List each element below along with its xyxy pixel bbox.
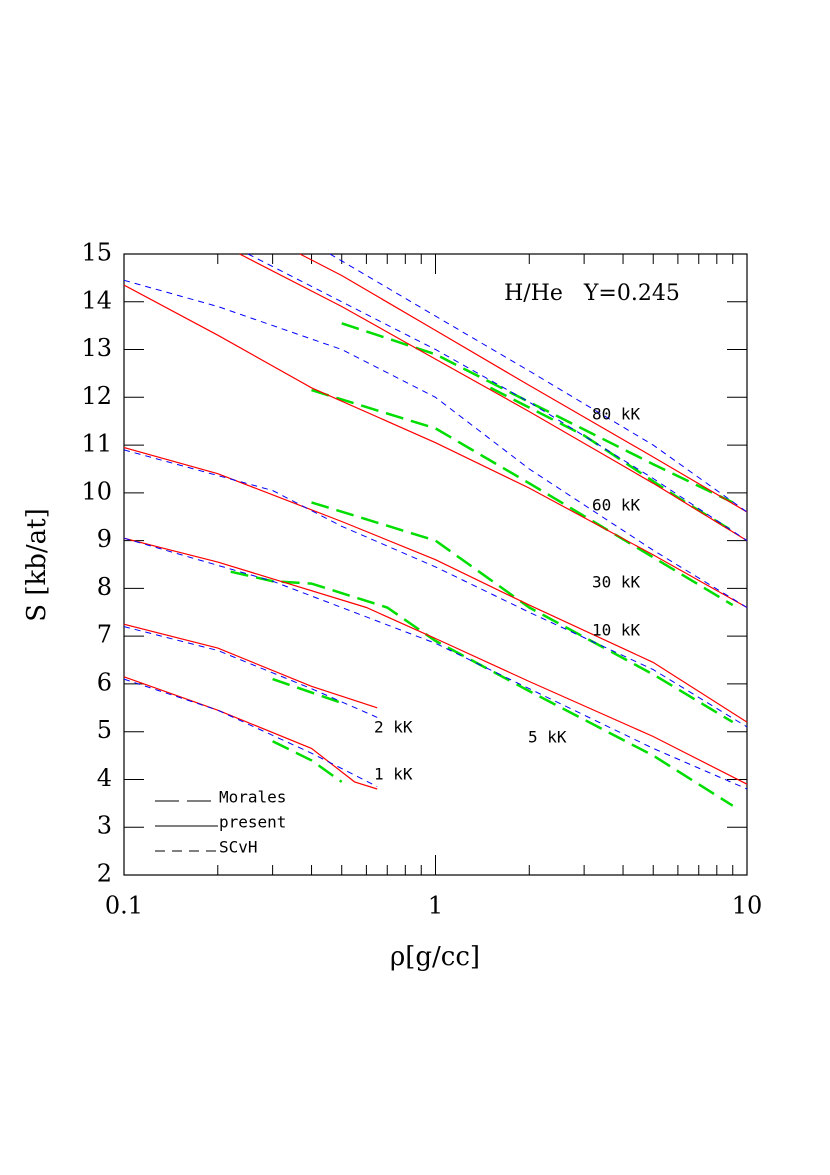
y-tick-label: 8 xyxy=(97,573,112,601)
y-axis-label: S [kb/at] xyxy=(22,508,52,621)
x-axis-label: ρ[g/cc] xyxy=(390,942,480,972)
y-tick-label: 10 xyxy=(81,477,112,505)
curve xyxy=(311,388,734,607)
y-tick-label: 13 xyxy=(81,334,112,362)
annotation: 2 kK xyxy=(374,718,413,737)
y-tick-label: 15 xyxy=(81,239,112,267)
curve xyxy=(239,253,748,542)
curve xyxy=(123,678,378,788)
curve xyxy=(311,501,734,724)
annotation: 30 kK xyxy=(592,573,641,592)
y-tick-label: 6 xyxy=(97,668,112,696)
annotation: 10 kK xyxy=(592,621,641,640)
annotation: 1 kK xyxy=(374,765,413,784)
curve xyxy=(299,253,748,513)
curve xyxy=(489,386,734,533)
curve xyxy=(123,279,748,608)
y-tick-label: 7 xyxy=(97,621,112,649)
curve xyxy=(272,677,343,705)
annotation: 80 kK xyxy=(592,405,641,424)
annotation: H/He Y=0.245 xyxy=(504,281,680,306)
y-tick-label: 5 xyxy=(97,716,112,744)
legend-label: present xyxy=(219,813,286,832)
annotation: 5 kK xyxy=(528,728,567,747)
y-tick-label: 14 xyxy=(81,286,112,314)
annotation: 60 kK xyxy=(592,496,641,515)
curve xyxy=(123,446,748,723)
plot-frame xyxy=(123,253,748,876)
x-tick-label: 0.1 xyxy=(105,892,143,920)
y-tick-label: 3 xyxy=(97,812,112,840)
y-tick-label: 11 xyxy=(81,430,112,458)
x-tick-label: 1 xyxy=(428,892,443,920)
legend-label: Morales xyxy=(219,788,286,807)
curve xyxy=(341,322,734,504)
curve xyxy=(230,570,734,807)
curve xyxy=(123,676,378,790)
curve xyxy=(247,253,748,542)
curve xyxy=(329,253,748,513)
curve xyxy=(123,537,748,790)
x-tick-label: 10 xyxy=(732,892,763,920)
curve xyxy=(123,537,748,785)
y-tick-label: 12 xyxy=(81,382,112,410)
curve xyxy=(123,449,748,728)
y-tick-label: 4 xyxy=(97,764,112,792)
curve xyxy=(123,626,378,718)
y-tick-label: 9 xyxy=(97,525,112,553)
legend-label: SCvH xyxy=(219,838,258,857)
curve xyxy=(123,623,378,709)
y-tick-label: 2 xyxy=(97,860,112,888)
curve xyxy=(123,284,748,609)
curve xyxy=(272,740,343,783)
